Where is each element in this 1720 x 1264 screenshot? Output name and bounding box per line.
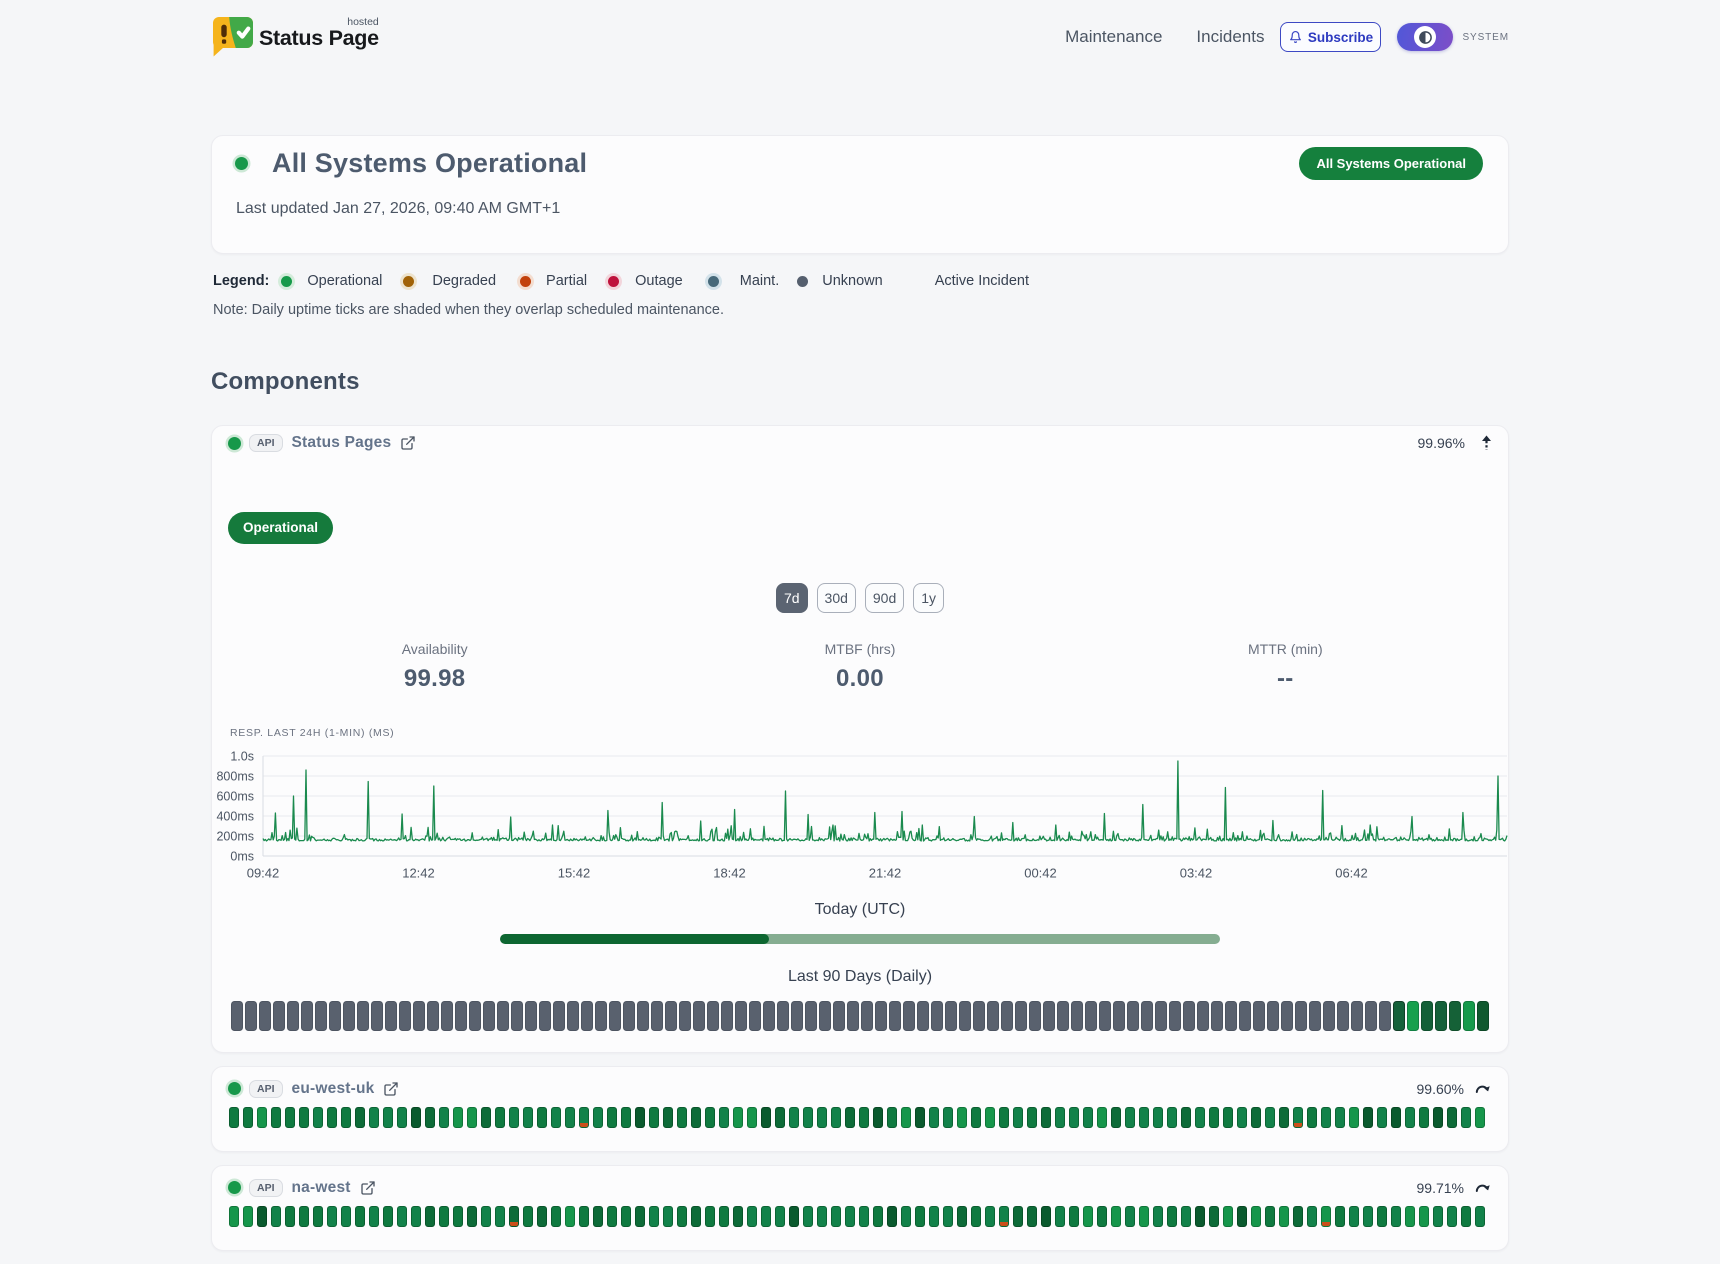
svg-text:600ms: 600ms: [216, 790, 254, 804]
svg-text:21:42: 21:42: [869, 866, 902, 881]
svg-text:200ms: 200ms: [216, 830, 254, 844]
svg-text:09:42: 09:42: [247, 866, 280, 881]
svg-text:1.0s: 1.0s: [230, 750, 254, 764]
svg-text:18:42: 18:42: [713, 866, 746, 881]
svg-text:400ms: 400ms: [216, 810, 254, 824]
svg-text:03:42: 03:42: [1180, 866, 1213, 881]
svg-text:0ms: 0ms: [230, 850, 254, 864]
svg-text:800ms: 800ms: [216, 770, 254, 784]
svg-text:00:42: 00:42: [1024, 866, 1057, 881]
svg-text:15:42: 15:42: [558, 866, 591, 881]
svg-text:06:42: 06:42: [1335, 866, 1368, 881]
svg-text:12:42: 12:42: [402, 866, 435, 881]
